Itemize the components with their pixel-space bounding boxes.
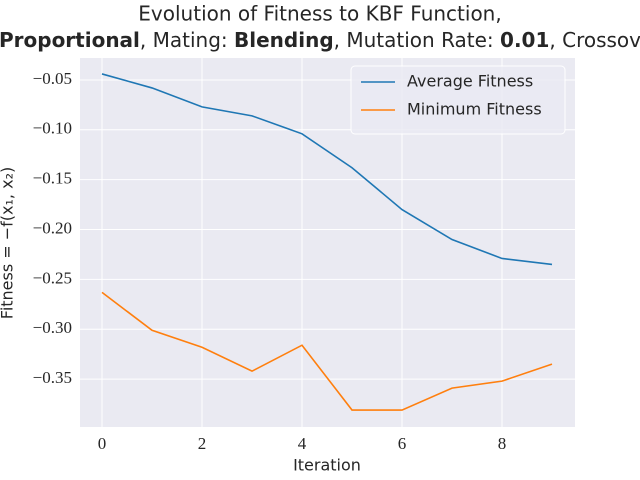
- x-axis-label: Iteration: [293, 456, 361, 475]
- x-tick-label: 8: [498, 434, 507, 453]
- y-axis-label: Fitness = −f(x₁, x₂): [0, 167, 17, 319]
- subtitle-part: , Crossov: [549, 28, 640, 52]
- x-tick-label: 2: [198, 434, 207, 453]
- x-tick-label: 0: [98, 434, 107, 453]
- line-series: [101, 73, 553, 266]
- legend-label: Minimum Fitness: [407, 100, 542, 119]
- y-tick-label: −0.15: [33, 169, 72, 188]
- y-tick-label: −0.05: [33, 69, 72, 88]
- chart-subtitle: Proportional, Mating: Blending, Mutation…: [0, 28, 640, 52]
- x-tick-label: 6: [398, 434, 407, 453]
- y-tick-label: −0.20: [33, 218, 72, 237]
- line-series: [101, 291, 553, 411]
- y-tick-label: −0.30: [33, 318, 72, 337]
- legend-label: Average Fitness: [407, 72, 533, 91]
- chart-title: Evolution of Fitness to KBF Function,: [138, 2, 501, 26]
- y-tick-label: −0.10: [33, 119, 72, 138]
- subtitle-part: Proportional: [0, 28, 140, 52]
- subtitle-part: , Mutation Rate:: [334, 28, 500, 52]
- subtitle-part: Blending: [234, 28, 334, 52]
- x-tick-label: 4: [298, 434, 307, 453]
- y-tick-label: −0.35: [33, 368, 72, 387]
- subtitle-part: 0.01: [500, 28, 549, 52]
- legend-box: [350, 65, 566, 135]
- y-tick-label: −0.25: [33, 268, 72, 287]
- subtitle-part: , Mating:: [140, 28, 234, 52]
